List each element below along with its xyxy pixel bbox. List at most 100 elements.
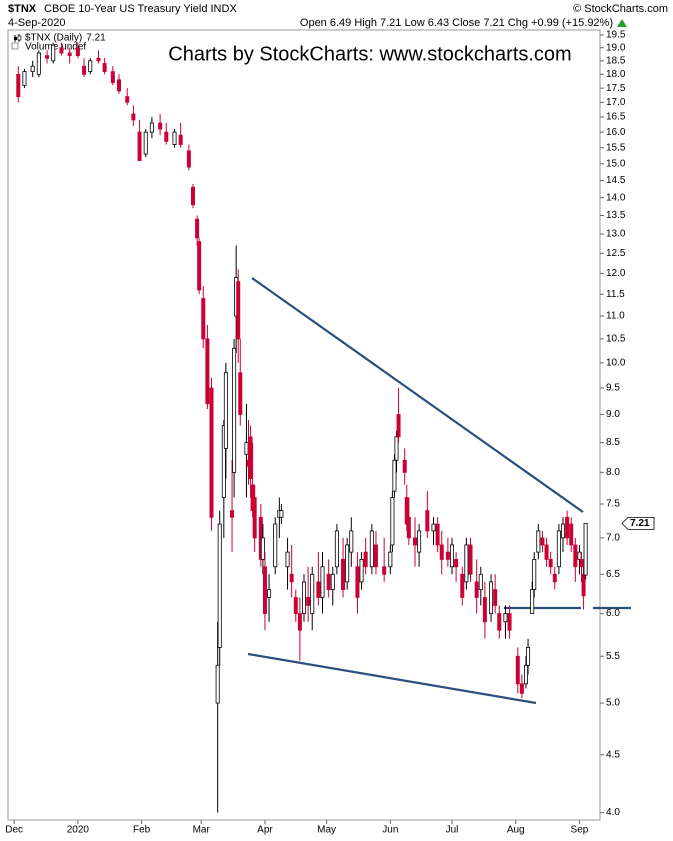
candle-body [238,372,243,415]
y-tick-label: 8.5 [606,437,620,448]
candle-body [519,683,524,694]
y-tick-label: 4.5 [606,749,620,760]
date: 4-Sep-2020 [8,17,66,29]
candle-body [482,597,487,623]
y-tick-label: 17.0 [606,97,626,108]
y-tick-label: 14.5 [606,175,626,186]
candle-body [262,566,267,614]
y-tick-label: 16.0 [606,127,626,138]
legend-icon [14,34,22,42]
candle-body [273,523,278,568]
candle-body [205,338,210,405]
price-tag [621,516,655,530]
candle-body [149,122,154,133]
y-tick-label: 5.5 [606,651,620,662]
candle-body [363,551,368,568]
candle-body [158,122,163,130]
candle-body [396,414,401,438]
candle-body [110,71,115,83]
candle-body [230,510,235,518]
candle-body [561,523,566,539]
candle-body [279,510,284,518]
candle-body [454,558,459,568]
y-tick-label: 10.0 [606,357,626,368]
candle-body [117,79,122,92]
y-tick-label: 5.0 [606,698,620,709]
candle-body [244,442,249,455]
candle-body [417,530,422,553]
volume-checkbox [11,42,19,50]
y-tick-label: 7.5 [606,499,620,510]
legend-series: $TNX (Daily) [25,33,82,44]
candle-body [425,510,430,532]
candle-body [493,589,498,606]
x-tick-label: 2020 [67,825,90,836]
candle-body [320,566,325,598]
candle-body [468,544,473,575]
x-tick-label: May [317,825,336,836]
candle-body [345,544,350,583]
candle-body [131,113,136,121]
y-tick-label: 9.0 [606,409,620,420]
candle-body [388,551,393,568]
candle-body [297,613,302,631]
y-tick-label: 12.5 [606,248,626,259]
x-tick-label: Feb [133,825,151,836]
x-tick-label: Dec [5,825,23,836]
candle-body [209,387,214,518]
candle-body [232,347,237,473]
candle-body [540,537,545,546]
candle-body [334,530,339,568]
y-tick-label: 18.5 [606,55,626,66]
candle-body [583,522,588,576]
y-tick-label: 6.0 [606,608,620,619]
y-tick-label: 16.5 [606,112,626,123]
candles [16,42,588,813]
candle-body [552,573,557,583]
candle-body [569,523,574,546]
candle-body [88,60,93,72]
y-tick-label: 18.0 [606,69,626,80]
y-tick-label: 11.0 [606,311,625,322]
candle-body [51,44,56,62]
candle-body [326,573,331,591]
candle-body [579,558,584,568]
candle-body [217,523,222,648]
trendline-lower [247,652,537,705]
candle-body [431,523,436,532]
candle-body [267,589,272,598]
candle-body [22,71,27,86]
candle-body [497,613,502,631]
plot-frame [7,29,601,821]
y-tick-label: 6.5 [606,569,620,580]
candle-body [36,52,41,75]
y-tick-label: 15.5 [606,142,626,153]
candle-body [503,613,508,623]
candle-body [412,537,417,546]
candle-body [489,581,494,614]
candle-body [573,544,578,568]
candle-body [137,131,142,161]
candle-body [75,47,80,56]
candle-body [285,551,290,568]
x-tick-label: Jun [382,825,398,836]
candle-body [369,530,374,568]
candle-body [252,497,257,539]
candle-body [248,436,253,479]
trendline-upper [251,277,584,513]
candle-body [197,241,202,291]
quote: Open 6.49 High 7.21 Low 6.43 Close 7.21 … [300,17,613,29]
candle-body [330,573,335,591]
candle-body [341,558,346,591]
candle-body [390,497,395,546]
candle-body [530,589,535,614]
source: © StockCharts.com [573,3,668,15]
candle-body [190,186,195,206]
y-tick-label: 9.5 [606,383,620,394]
candle-body [223,372,228,449]
x-tick-label: Jul [446,825,459,836]
y-tick-label: 19.5 [606,30,626,41]
candle-body [260,537,265,560]
candle-body [526,647,531,666]
